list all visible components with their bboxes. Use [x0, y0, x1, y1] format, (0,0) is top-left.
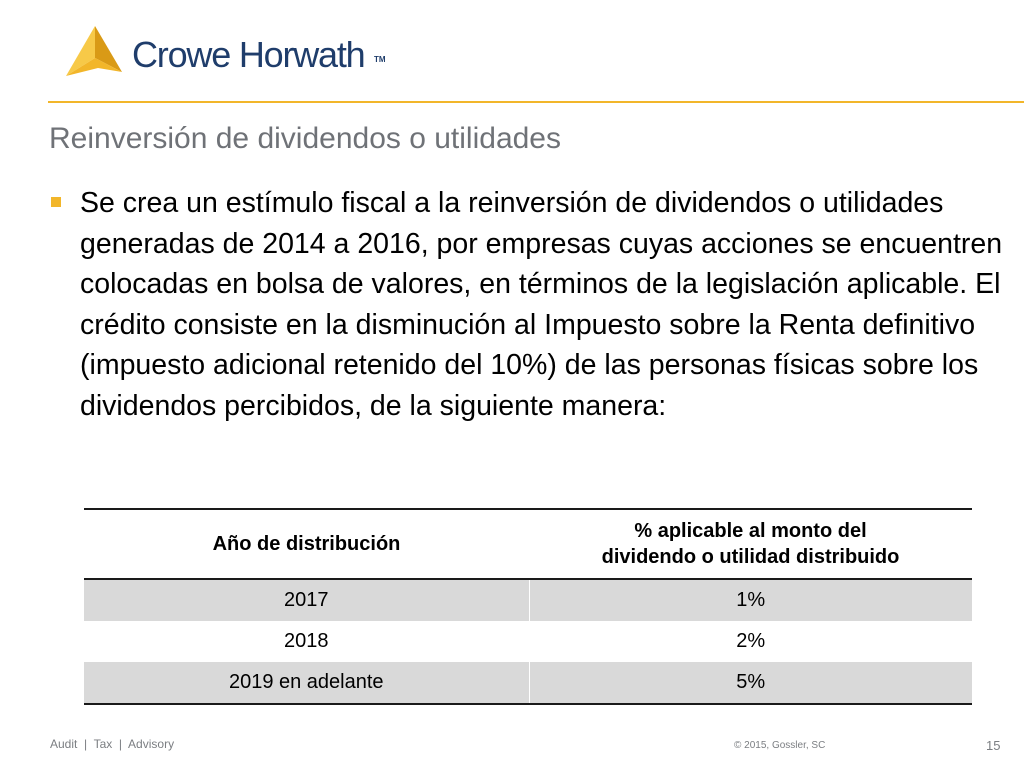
cell-percent: 5% — [529, 662, 972, 705]
logo-trademark: TM — [374, 55, 386, 64]
crowe-triangle-icon — [66, 26, 122, 76]
header-percent-line2: dividendo o utilidad distribuido — [601, 546, 900, 568]
footer-services: Audit | Tax | Advisory — [50, 737, 175, 751]
logo-brand-text: Crowe Horwath — [132, 34, 366, 75]
cell-year: 2017 — [84, 579, 530, 621]
cell-percent: 1% — [529, 579, 972, 621]
cell-percent: 2% — [736, 630, 766, 652]
slide-title: Reinversión de dividendos o utilidades — [49, 122, 561, 155]
page-number: 15 — [986, 738, 1001, 753]
bullet-paragraph: Se crea un estímulo fiscal a la reinvers… — [80, 187, 1003, 422]
dividend-rate-table: Año de distribución % aplicable al monto… — [84, 508, 972, 705]
bullet-square-icon — [51, 197, 61, 207]
crowe-horwath-logo: Crowe Horwath TM — [62, 24, 392, 84]
table-row: 2019 en adelante 5% — [84, 662, 972, 705]
table-row: 2018 2% — [84, 621, 972, 662]
header-percent: % aplicable al monto del dividendo o uti… — [529, 509, 972, 580]
header-year: Año de distribución — [84, 509, 529, 580]
header-divider — [48, 101, 1024, 103]
footer-copyright: © 2015, Gossler, SC — [734, 740, 826, 751]
table-row: 2017 1% — [84, 579, 972, 621]
cell-year: 2018 — [84, 621, 530, 662]
header-percent-line1: % aplicable al monto del — [634, 520, 867, 542]
table-header-row: Año de distribución % aplicable al monto… — [84, 509, 972, 580]
cell-year: 2019 en adelante — [84, 662, 530, 705]
